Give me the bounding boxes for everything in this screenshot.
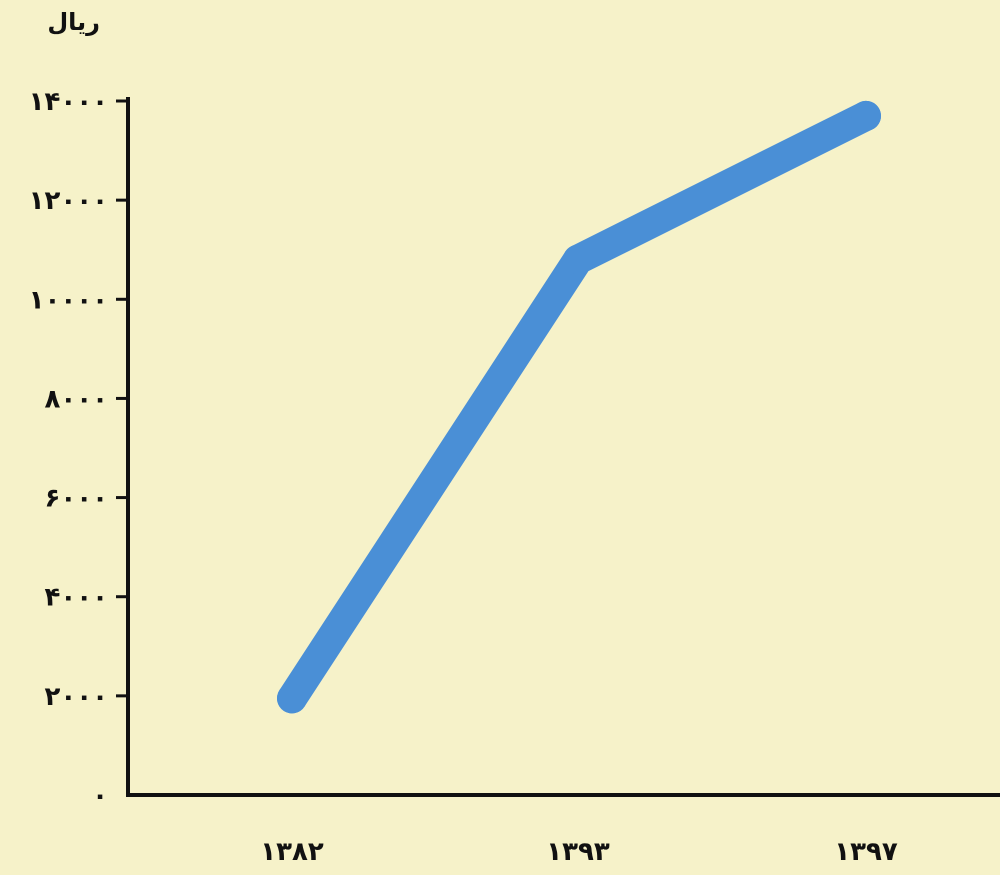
x-tick-label: ۱۳۹۷ bbox=[834, 837, 898, 867]
y-tick-label: ۸۰۰۰ bbox=[45, 384, 108, 414]
y-tick-label: ۶۰۰۰ bbox=[45, 484, 108, 514]
y-tick-label: ۱۴۰۰۰ bbox=[29, 87, 108, 117]
y-tick-label: ۲۰۰۰ bbox=[45, 682, 108, 712]
y-tick-label: ۴۰۰۰ bbox=[45, 583, 108, 613]
x-tick-label: ۱۳۹۳ bbox=[546, 837, 610, 867]
y-tick-label: ۱۲۰۰۰ bbox=[29, 186, 108, 216]
data-point bbox=[277, 683, 307, 714]
x-axis-ticks: ۱۳۸۲ ۱۳۹۳ ۱۳۹۷ bbox=[260, 837, 898, 867]
y-axis-ticks: ۰ ۲۰۰۰ ۴۰۰۰ ۶۰۰۰ ۸۰۰۰ ۱۰۰۰۰ ۱۲۰۰۰ ۱۴۰۰۰ bbox=[29, 87, 128, 811]
series-group bbox=[277, 100, 881, 714]
y-axis-title: ریال bbox=[47, 8, 100, 36]
data-point bbox=[563, 244, 593, 275]
y-tick-label: ۰ bbox=[92, 781, 108, 811]
series-line bbox=[277, 100, 881, 714]
x-tick-label: ۱۳۸۲ bbox=[260, 837, 324, 867]
y-tick-label: ۱۰۰۰۰ bbox=[29, 285, 108, 315]
data-point bbox=[851, 100, 881, 131]
